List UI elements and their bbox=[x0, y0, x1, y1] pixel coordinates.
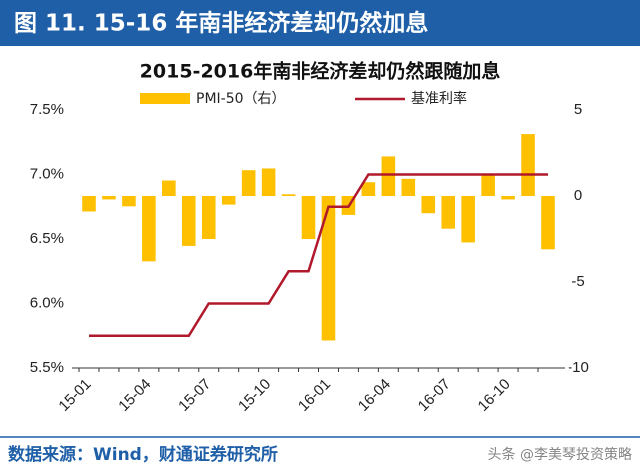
x-tick-label: 15-01 bbox=[55, 376, 94, 415]
bar bbox=[521, 134, 535, 196]
y2-tick-label: -5 bbox=[571, 273, 584, 290]
bar bbox=[82, 196, 96, 212]
bar bbox=[441, 196, 456, 229]
bar bbox=[162, 180, 176, 196]
bar bbox=[221, 196, 236, 205]
legend-swatch bbox=[140, 93, 190, 104]
y2-tick-label: 5 bbox=[574, 101, 582, 118]
bar bbox=[281, 194, 296, 196]
bar bbox=[461, 196, 475, 243]
y-tick-label: 6.0% bbox=[30, 294, 64, 311]
x-tick-label: 16-07 bbox=[415, 376, 454, 415]
legend-label: 基准利率 bbox=[411, 90, 467, 107]
y-tick-label: 7.0% bbox=[30, 165, 64, 182]
chart-title: 2015-2016年南非经济差却仍然跟随加息 bbox=[140, 60, 501, 83]
bar bbox=[201, 196, 216, 239]
bar bbox=[122, 196, 136, 207]
x-tick-label: 16-01 bbox=[295, 376, 334, 415]
bar bbox=[401, 178, 416, 196]
x-tick-label: 15-07 bbox=[175, 376, 214, 415]
x-tick-label: 16-04 bbox=[355, 376, 394, 415]
header-bar bbox=[0, 0, 640, 46]
bar bbox=[321, 196, 336, 341]
x-tick-label: 15-04 bbox=[115, 376, 154, 415]
y-tick-label: 7.5% bbox=[30, 101, 64, 118]
bar bbox=[381, 156, 396, 196]
bar bbox=[421, 196, 436, 214]
bar bbox=[102, 196, 116, 200]
bar bbox=[361, 182, 376, 196]
header-title: 图 11. 15-16 年南非经济差却仍然加息 bbox=[14, 10, 428, 37]
bar bbox=[481, 175, 495, 196]
bar bbox=[261, 168, 276, 196]
bar bbox=[541, 196, 555, 250]
watermark: 头条 @李美琴投资策略 bbox=[488, 446, 632, 463]
legend-label: PMI-50（右） bbox=[196, 91, 286, 107]
y2-tick-label: 0 bbox=[574, 187, 582, 204]
x-tick-label: 16-10 bbox=[475, 376, 514, 415]
y-tick-label: 5.5% bbox=[30, 359, 64, 376]
bar bbox=[241, 170, 256, 196]
y2-tick-label: -10 bbox=[567, 359, 589, 376]
bar bbox=[301, 196, 316, 239]
y-tick-label: 6.5% bbox=[30, 230, 64, 247]
bar bbox=[181, 196, 196, 246]
source-note: 数据来源：Wind，财通证券研究所 bbox=[8, 444, 278, 465]
bar bbox=[501, 196, 515, 200]
x-tick-label: 15-10 bbox=[235, 376, 274, 415]
bar bbox=[142, 196, 156, 262]
line bbox=[89, 173, 548, 338]
